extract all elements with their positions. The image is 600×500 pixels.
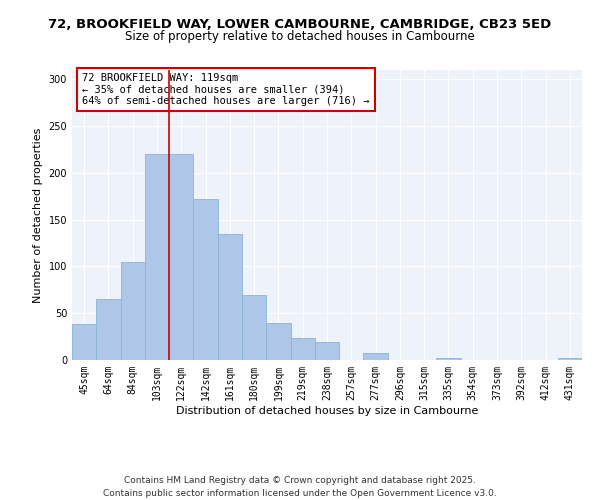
- Bar: [96, 299, 121, 360]
- Text: 72 BROOKFIELD WAY: 119sqm
← 35% of detached houses are smaller (394)
64% of semi: 72 BROOKFIELD WAY: 119sqm ← 35% of detac…: [82, 73, 370, 106]
- Bar: [364, 354, 388, 360]
- Bar: [266, 322, 290, 360]
- Bar: [218, 234, 242, 360]
- Bar: [558, 358, 582, 360]
- Bar: [72, 324, 96, 360]
- Bar: [290, 338, 315, 360]
- X-axis label: Distribution of detached houses by size in Cambourne: Distribution of detached houses by size …: [176, 406, 478, 415]
- Bar: [193, 199, 218, 360]
- Text: Contains HM Land Registry data © Crown copyright and database right 2025.
Contai: Contains HM Land Registry data © Crown c…: [103, 476, 497, 498]
- Text: 72, BROOKFIELD WAY, LOWER CAMBOURNE, CAMBRIDGE, CB23 5ED: 72, BROOKFIELD WAY, LOWER CAMBOURNE, CAM…: [49, 18, 551, 30]
- Bar: [315, 342, 339, 360]
- Y-axis label: Number of detached properties: Number of detached properties: [33, 128, 43, 302]
- Bar: [242, 294, 266, 360]
- Bar: [145, 154, 169, 360]
- Bar: [436, 358, 461, 360]
- Bar: [121, 262, 145, 360]
- Text: Size of property relative to detached houses in Cambourne: Size of property relative to detached ho…: [125, 30, 475, 43]
- Bar: [169, 154, 193, 360]
